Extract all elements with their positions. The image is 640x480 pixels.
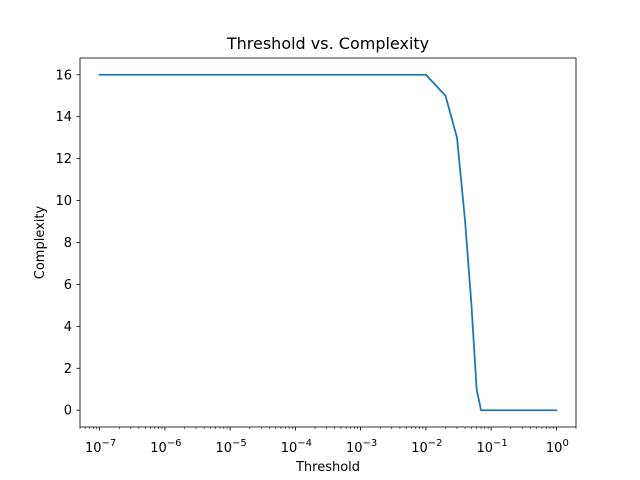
x-axis-label: Threshold bbox=[295, 460, 360, 475]
x-tick-label: 10−1 bbox=[476, 438, 507, 456]
y-tick-label: 4 bbox=[64, 320, 72, 335]
y-tick-label: 0 bbox=[64, 404, 72, 419]
y-tick-label: 10 bbox=[55, 194, 72, 209]
y-tick-label: 6 bbox=[64, 278, 72, 293]
x-tick-label: 10−5 bbox=[215, 438, 246, 456]
x-axis-ticks: 10−7 10−6 10−5 10−4 10−3 10−2 10−1 100 bbox=[85, 427, 569, 456]
y-tick-label: 2 bbox=[64, 362, 72, 377]
y-tick-label: 16 bbox=[55, 68, 72, 83]
chart-title: Threshold vs. Complexity bbox=[226, 34, 429, 53]
y-tick-label: 12 bbox=[55, 152, 72, 167]
plot-area-frame bbox=[79, 57, 577, 428]
y-axis-ticks: 0 2 4 6 8 10 12 14 16 bbox=[55, 68, 80, 419]
x-tick-label: 10−2 bbox=[411, 438, 442, 456]
x-tick-label: 100 bbox=[546, 438, 569, 456]
series-line bbox=[98, 73, 558, 412]
y-tick-label: 8 bbox=[64, 236, 72, 251]
x-tick-label: 10−3 bbox=[346, 438, 377, 456]
y-tick-label: 14 bbox=[55, 110, 72, 125]
x-tick-label: 10−7 bbox=[85, 438, 116, 456]
y-axis-label: Complexity bbox=[33, 205, 48, 279]
x-tick-label: 10−4 bbox=[281, 438, 312, 456]
x-tick-label: 10−6 bbox=[150, 438, 181, 456]
series-layer bbox=[98, 73, 558, 412]
